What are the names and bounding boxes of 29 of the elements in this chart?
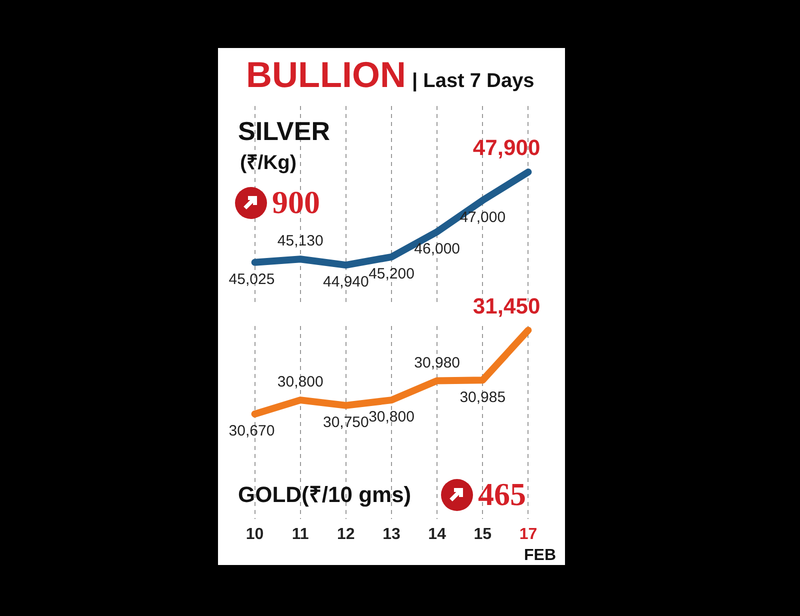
data-label: 30,670 <box>228 422 275 440</box>
data-label: 30,985 <box>460 388 506 406</box>
data-label: 45,130 <box>277 232 324 250</box>
data-label: 44,940 <box>322 274 369 291</box>
text: | Last 7 Days <box>412 70 534 92</box>
data-label: 30,800 <box>277 374 324 391</box>
x-tick-label: 12 <box>337 526 355 543</box>
data-label: 31,450 <box>472 293 540 318</box>
x-tick-label: 10 <box>246 526 264 543</box>
x-tick-label: 14 <box>428 526 446 543</box>
text: GOLD(₹/10 gms) <box>238 481 412 508</box>
x-tick-label: 15 <box>474 526 492 543</box>
data-label: 30,980 <box>414 354 460 372</box>
data-label: 47,900 <box>472 135 540 160</box>
data-label: 30,750 <box>322 414 369 432</box>
data-label: 47,000 <box>460 208 506 226</box>
data-label: 30,800 <box>368 408 414 426</box>
data-label: 45,200 <box>368 266 414 283</box>
x-tick-label: 11 <box>292 526 309 543</box>
x-axis-title: FEB <box>524 547 556 565</box>
chart-title: SILVER <box>238 116 330 147</box>
chart-subtitle: (₹/Kg) <box>240 151 297 175</box>
text: 465 <box>478 476 526 513</box>
x-tick-label: 13 <box>382 526 400 543</box>
text: BULLION <box>246 54 406 95</box>
data-label: 46,000 <box>414 240 460 258</box>
data-label: 45,025 <box>228 271 275 288</box>
annotation: 900 <box>272 184 320 221</box>
x-tick-label: 17 <box>519 526 538 543</box>
